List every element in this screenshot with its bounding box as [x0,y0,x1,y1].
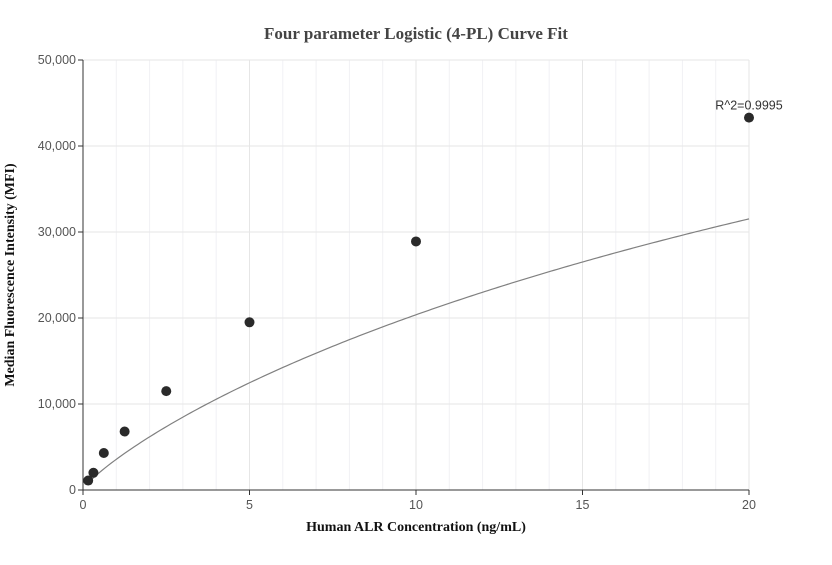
x-tick-label: 5 [246,498,253,512]
y-tick-label: 0 [69,483,76,497]
r-squared-annotation: R^2=0.9995 [715,99,782,113]
data-point [744,112,754,123]
grid-lines [83,59,750,490]
data-point [98,448,109,459]
y-tick-label: 30,000 [38,225,76,239]
fit-curve-layer [87,218,750,484]
axes: 0 10,000 20,000 30,000 40,000 50,000 0 5 10 15 20 [38,53,756,512]
data-point [161,386,172,397]
y-axis-title: Median Fluorescence Intensity (MFI) [3,163,18,387]
x-tick-label: 10 [409,498,423,512]
data-points [83,112,754,486]
y-tick-label: 20,000 [38,311,76,325]
data-point [119,426,130,437]
y-tick-label: 10,000 [38,397,76,411]
chart-title: Four parameter Logistic (4-PL) Curve Fit [264,24,568,43]
y-tick-label: 50,000 [38,53,76,67]
x-tick-label: 20 [742,498,756,512]
data-point [83,475,94,486]
data-point [244,317,255,328]
data-point [88,467,99,478]
y-tick-label: 40,000 [38,139,76,153]
x-tick-label: 15 [576,498,590,512]
x-tick-label: 0 [80,498,87,512]
fit-curve [87,218,750,484]
data-point [411,236,421,247]
x-axis-title: Human ALR Concentration (ng/mL) [306,520,526,535]
